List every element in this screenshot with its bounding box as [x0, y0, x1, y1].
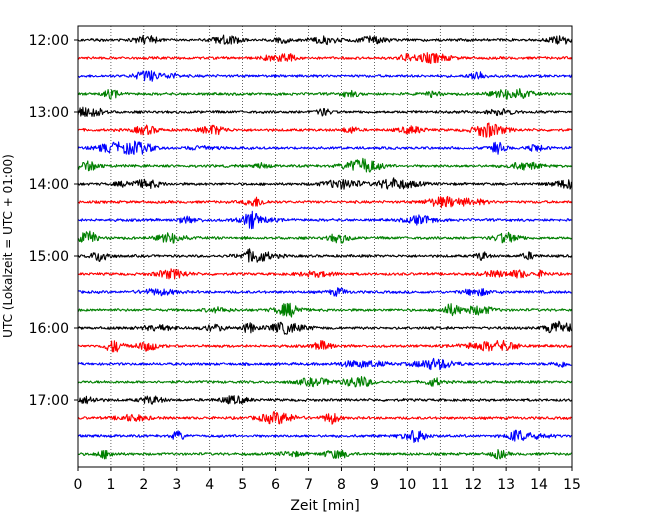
seismic-trace-1215 [77, 52, 573, 64]
seismic-trace-1630 [77, 357, 572, 371]
x-tick-label: 11 [431, 477, 449, 493]
y-tick-label: 12:00 [29, 33, 69, 49]
x-tick-label: 12 [464, 477, 482, 493]
y-tick-label: 17:00 [29, 393, 69, 409]
seismic-trace-1615 [77, 339, 573, 353]
y-tick-label: 16:00 [29, 321, 69, 337]
x-tick-label: 10 [398, 477, 416, 493]
x-tick-label: 3 [172, 477, 181, 493]
seismic-trace-1300 [77, 106, 572, 117]
seismic-trace-1730 [77, 429, 572, 443]
seismic-trace-1715 [77, 410, 572, 425]
seismic-trace-1245 [77, 88, 572, 100]
x-tick-label: 7 [304, 477, 313, 493]
seismic-trace-1330 [77, 140, 572, 155]
x-tick-label: 15 [563, 477, 581, 493]
seismic-trace-1445 [77, 230, 572, 244]
seismic-trace-1745 [77, 449, 572, 460]
x-tick-label: 6 [271, 477, 280, 493]
seismic-trace-1700 [77, 395, 572, 405]
seismic-trace-1315 [77, 122, 572, 138]
seismic-trace-1645 [77, 376, 572, 388]
seismic-trace-1230 [77, 70, 573, 82]
x-tick-label: 0 [74, 477, 83, 493]
seismic-trace-1500 [77, 248, 573, 263]
y-tick-label: 14:00 [29, 177, 69, 193]
seismic-trace-1400 [77, 177, 573, 190]
x-tick-label: 8 [337, 477, 346, 493]
seismic-trace-1600 [77, 320, 573, 335]
x-axis: 0 1 2 3 4 5 6 7 8 9 10 11 12 13 14 15 [74, 467, 581, 493]
seismic-trace-1515 [77, 268, 572, 280]
y-tick-label: 15:00 [29, 249, 69, 265]
seismic-trace-1530 [77, 287, 572, 297]
x-tick-label: 4 [205, 477, 214, 493]
x-tick-label: 2 [139, 477, 148, 493]
x-tick-label: 5 [238, 477, 247, 493]
x-tick-label: 1 [106, 477, 115, 493]
plot-frame [77, 25, 573, 468]
x-tick-label: 14 [530, 477, 548, 493]
y-axis: 12:00 13:00 14:00 15:00 16:00 17:00 [29, 33, 78, 409]
seismic-trace-1430 [77, 210, 572, 230]
plot-background [78, 26, 572, 467]
x-tick-label: 9 [370, 477, 379, 493]
y-tick-label: 13:00 [29, 105, 69, 121]
y-axis-title: UTC (Lokalzeit = UTC + 01:00) [1, 154, 15, 338]
seismic-trace-1345 [77, 157, 572, 173]
trace-layer [77, 34, 573, 460]
x-axis-title: Zeit [min] [290, 498, 359, 514]
x-tick-label: 13 [497, 477, 515, 493]
seismic-trace-1415 [77, 195, 572, 209]
seismic-trace-1200 [77, 34, 573, 46]
seismic-trace-1545 [77, 302, 573, 318]
